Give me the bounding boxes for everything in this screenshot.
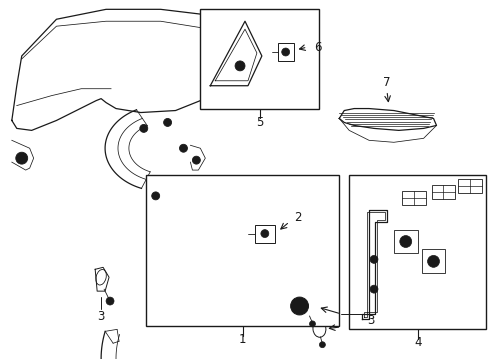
Bar xyxy=(394,230,417,253)
Circle shape xyxy=(106,297,114,305)
Text: 2: 2 xyxy=(294,211,302,224)
Circle shape xyxy=(179,144,188,152)
Text: 5: 5 xyxy=(256,116,264,129)
Text: 4: 4 xyxy=(414,336,421,349)
Bar xyxy=(458,179,482,193)
Circle shape xyxy=(370,255,378,264)
Circle shape xyxy=(261,230,269,238)
Circle shape xyxy=(310,321,316,327)
Text: 1: 1 xyxy=(239,333,246,346)
Text: 3: 3 xyxy=(367,314,374,327)
Bar xyxy=(278,43,294,61)
Circle shape xyxy=(319,342,325,348)
Bar xyxy=(146,175,339,326)
Bar xyxy=(200,9,319,109)
Bar xyxy=(432,185,455,199)
Circle shape xyxy=(400,235,412,247)
Text: 6: 6 xyxy=(315,41,322,54)
Circle shape xyxy=(140,125,148,132)
Circle shape xyxy=(295,302,303,310)
Bar xyxy=(421,249,445,273)
Text: 3: 3 xyxy=(98,310,105,323)
Circle shape xyxy=(164,118,171,126)
Circle shape xyxy=(428,255,440,267)
Text: 7: 7 xyxy=(383,76,391,89)
Circle shape xyxy=(152,192,160,200)
Circle shape xyxy=(291,297,309,315)
Circle shape xyxy=(370,285,378,293)
Bar xyxy=(349,175,486,329)
Circle shape xyxy=(282,48,290,56)
Circle shape xyxy=(16,152,28,164)
Circle shape xyxy=(193,156,200,164)
Bar xyxy=(402,191,426,205)
Bar xyxy=(255,225,275,243)
Circle shape xyxy=(235,61,245,71)
